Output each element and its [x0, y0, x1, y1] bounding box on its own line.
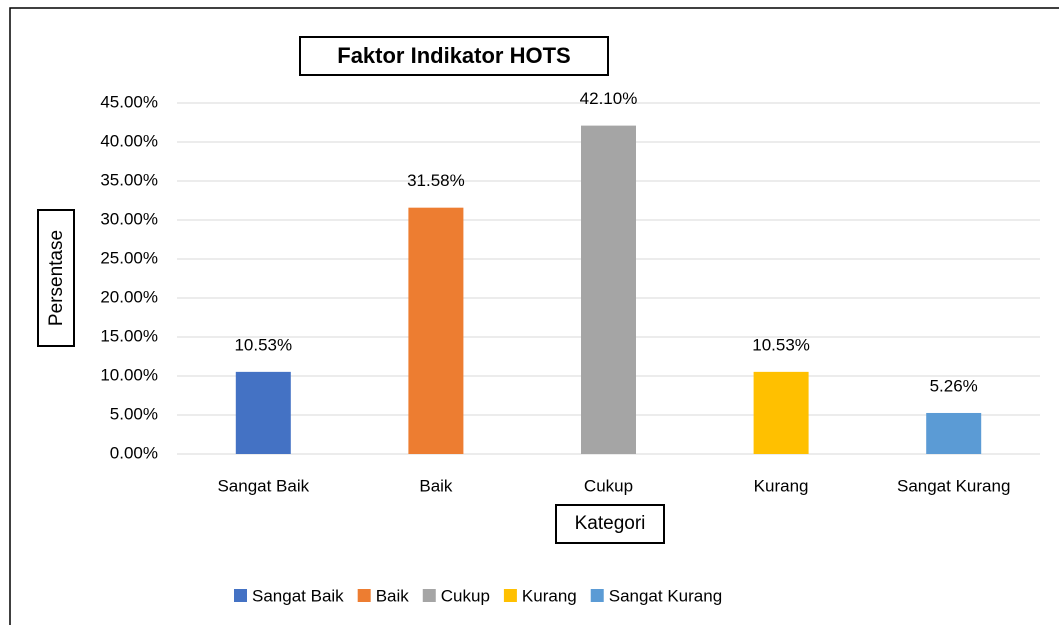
- bar: [926, 412, 982, 454]
- data-label: 10.53%: [234, 335, 292, 354]
- y-tick-label: 20.00%: [100, 287, 158, 306]
- chart-title: Faktor Indikator HOTS: [337, 43, 570, 68]
- y-tick-label: 35.00%: [100, 170, 158, 189]
- x-axis-label: Kategori: [575, 513, 646, 534]
- y-tick-label: 25.00%: [100, 248, 158, 267]
- x-tick-label: Cukup: [584, 476, 633, 495]
- x-tick-label: Baik: [419, 476, 453, 495]
- bar: [581, 125, 636, 455]
- legend-swatch: [503, 589, 517, 602]
- title-box: [299, 36, 609, 76]
- y-tick-label: 5.00%: [110, 404, 158, 423]
- data-label: 10.53%: [752, 335, 810, 354]
- bar: [408, 207, 464, 454]
- legend-swatch: [234, 589, 247, 602]
- legend-swatch: [590, 589, 604, 602]
- legend-label: Sangat Baik: [252, 586, 344, 605]
- x-tick-label: Sangat Kurang: [897, 476, 1010, 495]
- data-label: 5.26%: [930, 376, 978, 395]
- legend-swatch: [357, 589, 371, 602]
- y-axis-label: Persentase: [46, 230, 67, 326]
- legend-label: Baik: [376, 586, 410, 605]
- y-tick-label: 15.00%: [100, 326, 158, 345]
- y-label-box: [37, 209, 75, 347]
- data-label: 31.58%: [407, 171, 465, 190]
- legend-label: Sangat Kurang: [609, 586, 722, 605]
- y-tick-label: 10.00%: [100, 365, 158, 384]
- y-tick-label: 0.00%: [110, 443, 158, 462]
- bar: [753, 371, 809, 454]
- y-tick-label: 40.00%: [100, 131, 158, 150]
- x-label-box: [555, 504, 665, 544]
- x-tick-label: Sangat Baik: [217, 476, 309, 495]
- bar: [235, 371, 291, 454]
- y-tick-label: 45.00%: [100, 92, 158, 111]
- x-tick-label: Kurang: [754, 476, 809, 495]
- legend-swatch: [422, 589, 436, 602]
- chart-border: [9, 7, 1059, 625]
- y-tick-label: 30.00%: [100, 209, 158, 228]
- data-label: 42.10%: [580, 89, 638, 108]
- legend-label: Kurang: [522, 586, 577, 605]
- legend-label: Cukup: [441, 586, 490, 605]
